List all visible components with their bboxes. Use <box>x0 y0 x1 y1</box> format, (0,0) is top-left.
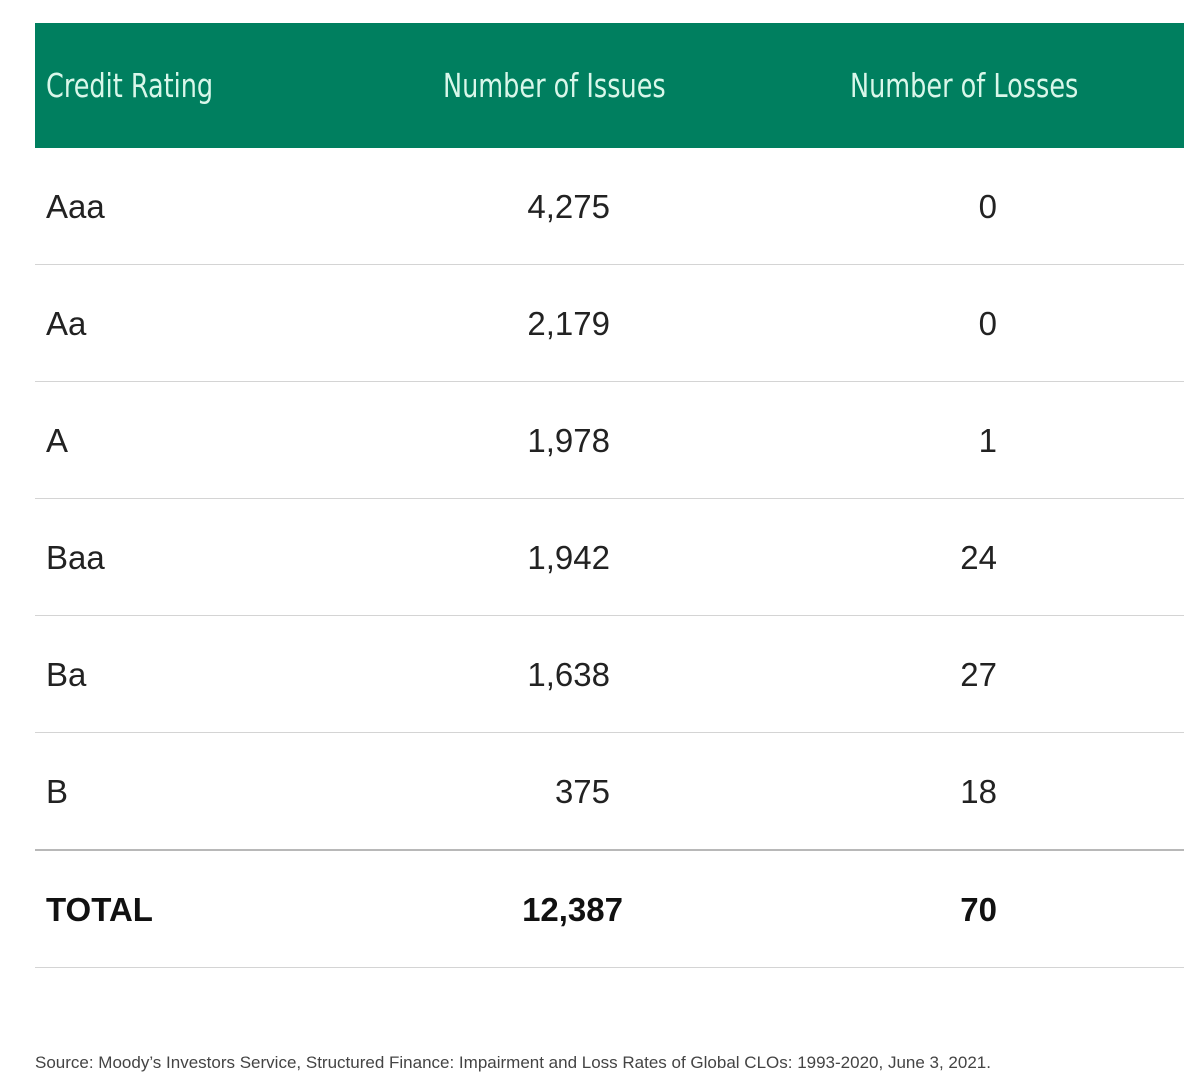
total-row: TOTAL 12,387 70 <box>35 851 1184 968</box>
table-row: Aa 2,179 0 <box>35 265 1184 382</box>
table-row: B 375 18 <box>35 733 1184 851</box>
rating-cell: Aaa <box>46 188 105 225</box>
total-losses: 70 <box>960 891 997 928</box>
table-row: Aaa 4,275 0 <box>35 148 1184 265</box>
source-note: Source: Moody’s Investors Service, Struc… <box>35 1053 991 1072</box>
losses-cell: 27 <box>960 656 997 693</box>
rating-cell: Ba <box>46 656 87 693</box>
table-row: Baa 1,942 24 <box>35 499 1184 616</box>
table-row: A 1,978 1 <box>35 382 1184 499</box>
losses-cell: 0 <box>978 305 997 342</box>
rating-cell: Aa <box>46 305 87 342</box>
issues-cell: 1,942 <box>527 539 610 576</box>
issues-cell: 375 <box>554 773 610 810</box>
issues-cell: 4,275 <box>527 188 610 225</box>
rating-cell: Baa <box>46 539 105 576</box>
header-credit-rating: Credit Rating <box>46 66 214 105</box>
issues-cell: 2,179 <box>527 305 610 342</box>
losses-cell: 24 <box>960 539 997 576</box>
issues-cell: 1,638 <box>527 656 610 693</box>
table-row: Ba 1,638 27 <box>35 616 1184 733</box>
total-issues: 12,387 <box>522 891 623 928</box>
losses-cell: 18 <box>960 773 997 810</box>
table-header: Credit Rating Number of Issues Number of… <box>35 23 1184 148</box>
header-number-of-issues: Number of Issues <box>443 66 666 105</box>
header-number-of-losses: Number of Losses <box>850 66 1079 105</box>
losses-cell: 0 <box>978 188 997 225</box>
issues-cell: 1,978 <box>527 422 610 459</box>
credit-rating-table: Credit Rating Number of Issues Number of… <box>35 23 1184 968</box>
rating-cell: A <box>46 422 69 459</box>
rating-cell: B <box>46 773 69 810</box>
total-label: TOTAL <box>46 891 153 928</box>
losses-cell: 1 <box>978 422 997 459</box>
